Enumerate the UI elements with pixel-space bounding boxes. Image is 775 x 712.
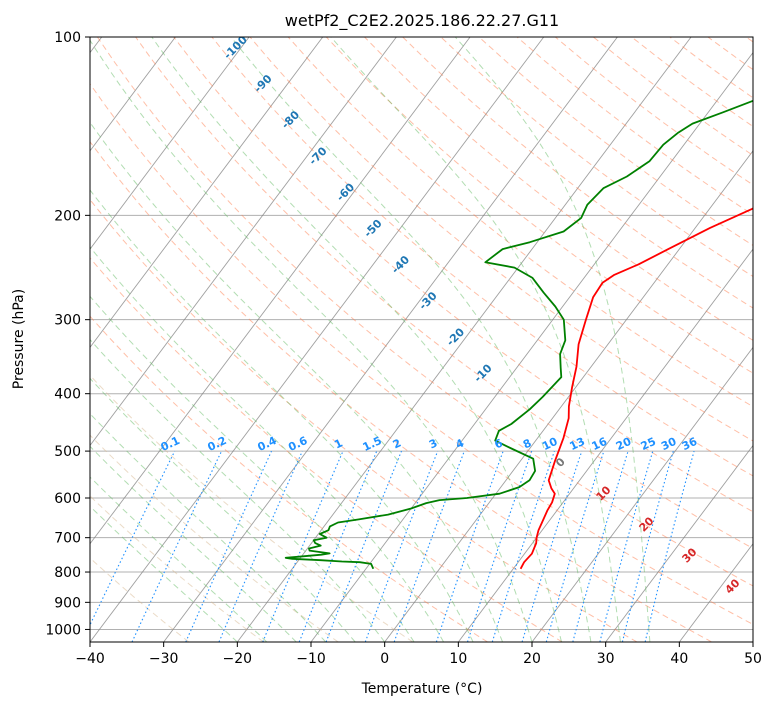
mixing-ratio-line bbox=[645, 451, 694, 642]
isotherm-line bbox=[458, 37, 775, 642]
dry-adiabat bbox=[0, 37, 189, 642]
wetbulb-label: 30 bbox=[680, 545, 700, 565]
y-tick-label: 600 bbox=[54, 491, 81, 507]
x-tick-label: 40 bbox=[670, 651, 688, 667]
mixing-ratio-label: 2 bbox=[391, 436, 403, 451]
mixing-ratio-label: 13 bbox=[568, 435, 587, 453]
mixing-ratio-line bbox=[263, 451, 343, 642]
isotherm-label: -20 bbox=[444, 325, 467, 348]
wetbulb-label: 10 bbox=[594, 483, 614, 503]
y-tick-label: 300 bbox=[54, 313, 81, 329]
moist-adiabat bbox=[152, 37, 562, 642]
isotherm-label: -90 bbox=[251, 72, 274, 95]
mixing-ratio-line bbox=[622, 451, 673, 642]
mixing-ratio-label: 8 bbox=[521, 436, 533, 451]
mixing-ratio-label: 1 bbox=[332, 436, 344, 451]
y-axis-label: Pressure (hPa) bbox=[11, 289, 27, 389]
dry-adiabat bbox=[326, 37, 775, 642]
dry-adiabat bbox=[0, 37, 264, 642]
mixing-ratio-line bbox=[436, 451, 503, 642]
isotherm-label: -40 bbox=[389, 253, 412, 276]
dry-adiabat bbox=[0, 37, 413, 642]
moist-adiabat bbox=[0, 37, 414, 642]
dry-adiabat bbox=[0, 37, 562, 642]
y-tick-label: 500 bbox=[54, 444, 81, 460]
moist-adiabat bbox=[0, 37, 237, 642]
mixing-ratio-label: 25 bbox=[639, 435, 658, 453]
chart-title: wetPf2_C2E2.2025.186.22.27.G11 bbox=[285, 11, 559, 31]
x-tick-label: −40 bbox=[75, 651, 105, 667]
wetbulb-label: 40 bbox=[723, 576, 743, 596]
moist-adiabat bbox=[0, 37, 296, 642]
x-tick-label: −20 bbox=[223, 651, 253, 667]
mixing-ratio-label: 10 bbox=[540, 435, 560, 453]
dry-adiabat bbox=[708, 37, 775, 642]
x-tick-label: −30 bbox=[149, 651, 179, 667]
mixing-ratio-line bbox=[394, 451, 464, 642]
x-tick-label: 30 bbox=[597, 651, 615, 667]
dewpoint-line bbox=[286, 37, 775, 569]
y-tick-label: 700 bbox=[54, 531, 81, 547]
x-tick-label: −10 bbox=[296, 651, 326, 667]
y-tick-label: 1000 bbox=[45, 622, 81, 638]
y-tick-label: 900 bbox=[54, 595, 81, 611]
moist-adiabat bbox=[0, 37, 326, 642]
y-tick-label: 400 bbox=[54, 387, 81, 403]
mixing-ratio-line bbox=[326, 451, 401, 642]
dry-adiabat bbox=[0, 37, 488, 642]
moist-adiabat bbox=[36, 37, 503, 642]
mixing-ratio-line bbox=[219, 451, 302, 642]
isotherm-line bbox=[164, 37, 618, 642]
mixing-ratio-line bbox=[82, 451, 175, 642]
mixing-ratio-line bbox=[546, 451, 604, 642]
isotherm-label: -10 bbox=[471, 361, 494, 384]
y-tick-label: 200 bbox=[54, 208, 81, 224]
isotherm-label: -50 bbox=[361, 217, 384, 240]
isotherm-line bbox=[532, 37, 775, 642]
dry-adiabat bbox=[555, 37, 775, 642]
wetbulb-label: 0 bbox=[553, 455, 568, 470]
isotherm-line bbox=[16, 37, 470, 642]
isotherm-line bbox=[753, 37, 775, 642]
isotherm-line bbox=[0, 37, 396, 642]
isotherm-line bbox=[0, 37, 323, 642]
dry-adiabat bbox=[746, 37, 775, 642]
dry-adiabat bbox=[479, 37, 775, 642]
x-axis-label: Temperature (°C) bbox=[361, 681, 483, 697]
mixing-ratio-label: 36 bbox=[680, 435, 700, 453]
isotherm-line bbox=[311, 37, 765, 642]
moist-adiabat bbox=[0, 37, 267, 642]
mixing-ratio-line bbox=[600, 451, 653, 642]
x-tick-label: 50 bbox=[744, 651, 762, 667]
mixing-ratio-line bbox=[573, 451, 628, 642]
moist-adiabat bbox=[0, 37, 385, 642]
dry-adiabat bbox=[441, 37, 775, 642]
mixing-ratio-label: 3 bbox=[427, 436, 439, 451]
moist-adiabat bbox=[0, 37, 355, 642]
isotherm-label: -30 bbox=[416, 289, 439, 312]
isotherm-line bbox=[0, 37, 249, 642]
isotherm-label: -60 bbox=[334, 180, 357, 203]
x-tick-label: 20 bbox=[523, 651, 541, 667]
x-tick-label: 10 bbox=[449, 651, 467, 667]
moist-adiabat bbox=[0, 37, 444, 642]
mixing-ratio-label: 16 bbox=[590, 435, 610, 453]
mixing-ratio-line bbox=[492, 451, 554, 642]
isotherm-label: -80 bbox=[279, 108, 302, 131]
moist-adiabat bbox=[455, 37, 650, 642]
y-tick-label: 800 bbox=[54, 565, 81, 581]
mixing-ratio-line bbox=[468, 451, 532, 642]
mixing-ratio-label: 20 bbox=[614, 435, 634, 453]
temperature-line bbox=[521, 37, 775, 569]
y-tick-label: 100 bbox=[54, 30, 81, 46]
x-tick-label: 0 bbox=[380, 651, 389, 667]
